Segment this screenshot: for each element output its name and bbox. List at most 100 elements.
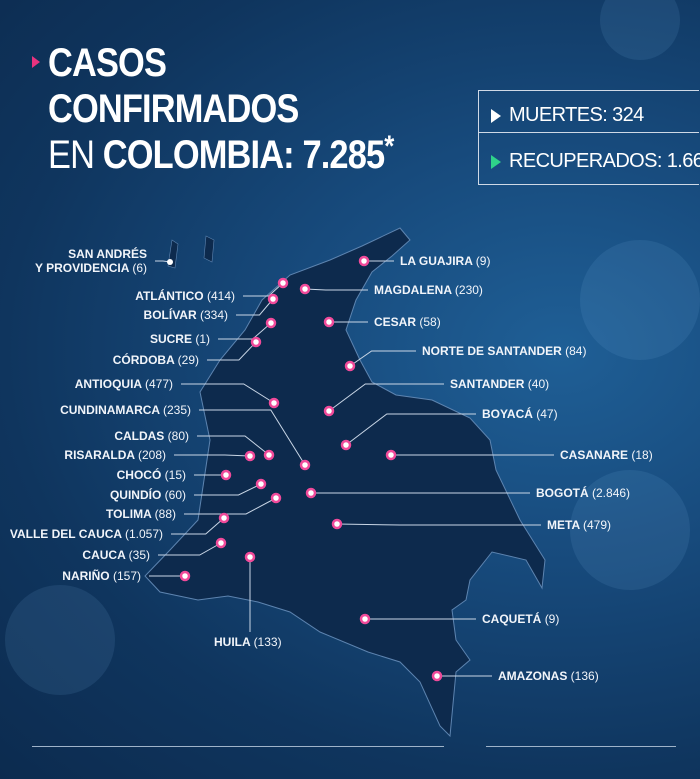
leader-line: [236, 298, 274, 316]
department-label: LA GUAJIRA (9): [400, 254, 490, 268]
case-count: (414): [206, 289, 235, 303]
case-count: (133): [253, 635, 282, 649]
stats-divider: [478, 132, 699, 133]
leader-line: [345, 413, 476, 446]
department-marker[interactable]: [299, 459, 311, 471]
asterisk: *: [384, 130, 394, 163]
case-count: (29): [177, 353, 199, 367]
title-arrow-icon: [32, 56, 40, 68]
department-name: LA GUAJIRA: [400, 254, 473, 268]
department-marker[interactable]: [323, 405, 335, 417]
department-marker[interactable]: [340, 439, 352, 451]
department-marker[interactable]: [344, 360, 356, 372]
play-arrow-icon: [491, 108, 501, 123]
case-count: (88): [154, 507, 176, 521]
department-marker[interactable]: [167, 259, 173, 265]
case-count: (35): [128, 548, 150, 562]
department-label: BOGOTÁ (2.846): [536, 486, 630, 500]
department-marker[interactable]: [220, 469, 232, 481]
title-line-2: CONFIRMADOS: [48, 87, 299, 131]
footer-divider-right: [486, 746, 676, 747]
department-name: CHOCÓ: [116, 468, 162, 482]
providencia-island: [203, 235, 215, 263]
department-marker[interactable]: [359, 613, 371, 625]
department-marker[interactable]: [244, 551, 256, 563]
department-marker[interactable]: [270, 492, 282, 504]
department-marker[interactable]: [358, 255, 370, 267]
case-count: (157): [112, 569, 141, 583]
department-label: MAGDALENA (230): [374, 283, 483, 297]
department-label: CÓRDOBA (29): [113, 353, 199, 367]
department-label: CUNDINAMARCA (235): [60, 403, 191, 417]
case-count: (60): [164, 488, 186, 502]
department-name: BOLÍVAR: [143, 308, 197, 322]
department-label: VALLE DEL CAUCA (1.057): [10, 527, 163, 541]
department-marker[interactable]: [215, 537, 227, 549]
case-count: (9): [475, 254, 491, 268]
department-label: TOLIMA (88): [106, 507, 176, 521]
department-label: SUCRE (1): [150, 332, 210, 346]
department-marker[interactable]: [255, 478, 267, 490]
department-marker[interactable]: [431, 670, 443, 682]
department-marker[interactable]: [244, 450, 256, 462]
department-marker[interactable]: [305, 487, 317, 499]
leader-line: [197, 435, 270, 456]
department-marker[interactable]: [263, 449, 275, 461]
department-name: BOYACÁ: [482, 407, 533, 421]
department-marker[interactable]: [267, 293, 279, 305]
total-cases: COLOMBIA: 7.285: [102, 133, 385, 177]
case-count: (136): [570, 669, 599, 683]
title-line-1: CASOS: [48, 41, 167, 85]
case-count: (40): [527, 377, 550, 391]
department-label: SAN ANDRÉS Y PROVIDENCIA (6): [35, 247, 147, 275]
case-count: (235): [162, 403, 191, 417]
department-name: SANTANDER: [450, 377, 525, 391]
department-label: CAQUETÁ (9): [482, 612, 559, 626]
case-count: (15): [164, 468, 186, 482]
department-marker[interactable]: [250, 336, 262, 348]
department-label: BOLÍVAR (334): [144, 308, 228, 322]
case-count: (1): [195, 332, 210, 346]
department-label: AMAZONAS (136): [498, 669, 599, 683]
department-name: CAQUETÁ: [482, 612, 542, 626]
department-name: TOLIMA: [105, 507, 152, 521]
department-name: AMAZONAS: [498, 669, 568, 683]
department-marker[interactable]: [179, 570, 191, 582]
department-label: HUILA (133): [214, 635, 282, 649]
department-marker[interactable]: [265, 317, 277, 329]
title-prefix: EN: [48, 133, 95, 177]
department-name: RISARALDA: [64, 448, 135, 462]
department-name: SAN ANDRÉS: [68, 247, 147, 261]
department-marker[interactable]: [299, 283, 311, 295]
department-label: CASANARE (18): [560, 448, 653, 462]
leader-line: [181, 383, 275, 404]
department-marker[interactable]: [331, 518, 343, 530]
case-count: (334): [199, 308, 228, 322]
case-count: (80): [167, 429, 189, 443]
page-title: CASOS CONFIRMADOS EN COLOMBIA: 7.285*: [48, 40, 394, 178]
department-label: ATLÁNTICO (414): [135, 289, 235, 303]
department-name: BOGOTÁ: [536, 486, 589, 500]
case-count: (6): [132, 261, 147, 275]
department-label: SANTANDER (40): [450, 377, 549, 391]
department-label: RISARALDA (208): [64, 448, 166, 462]
department-name: CAUCA: [82, 548, 126, 562]
department-marker[interactable]: [218, 512, 230, 524]
case-count: (230): [454, 283, 483, 297]
department-label: BOYACÁ (47): [482, 407, 558, 421]
department-markers: [167, 255, 443, 682]
department-name: QUINDÍO: [109, 488, 162, 502]
department-label: CHOCÓ (15): [117, 468, 186, 482]
department-name: CASANARE: [560, 448, 629, 462]
department-label: NARIÑO (157): [62, 569, 141, 583]
leader-line: [199, 409, 306, 466]
department-marker[interactable]: [277, 277, 289, 289]
case-count: (58): [419, 315, 441, 329]
department-marker[interactable]: [323, 316, 335, 328]
department-marker[interactable]: [268, 397, 280, 409]
department-name: CESAR: [374, 315, 417, 329]
case-count: (9): [544, 612, 560, 626]
department-name: SUCRE: [149, 332, 192, 346]
leader-line: [194, 483, 262, 496]
department-marker[interactable]: [385, 449, 397, 461]
